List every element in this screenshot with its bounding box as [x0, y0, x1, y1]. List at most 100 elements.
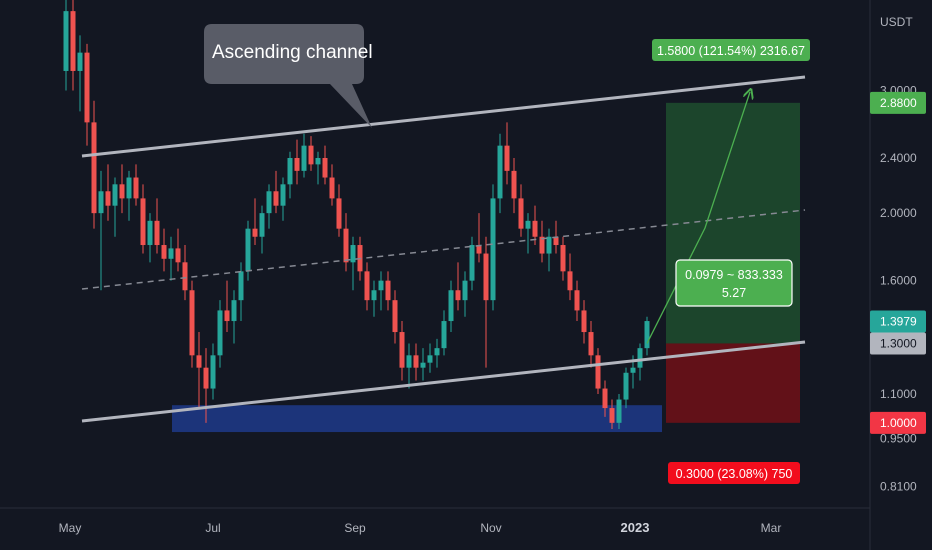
price-tick-label: 0.8100	[880, 480, 917, 494]
candle-body	[343, 228, 349, 263]
candle-body	[581, 310, 587, 333]
candle-body	[294, 158, 300, 171]
candle-body	[301, 145, 307, 171]
candle-body	[350, 245, 356, 263]
candle-body	[588, 332, 594, 356]
candle-body	[224, 310, 230, 322]
channel-midline[interactable]	[81, 209, 806, 290]
stop-label: 0.3000 (23.08%) 750	[676, 467, 793, 481]
candle-body	[392, 300, 398, 333]
candle-body	[168, 248, 174, 259]
callout-box	[204, 24, 372, 128]
candle-body	[378, 280, 384, 291]
candle-body	[189, 290, 195, 356]
candle-body	[476, 245, 482, 254]
candle-body	[539, 236, 545, 254]
candle-body	[336, 198, 342, 229]
candle-body	[147, 220, 153, 246]
stop-label-box	[668, 462, 800, 484]
candle-body	[140, 198, 146, 246]
candle-body	[203, 367, 209, 389]
candle-body	[161, 245, 167, 259]
channel-upper-line[interactable]	[81, 75, 806, 158]
candle-body	[315, 158, 321, 165]
candle-body	[399, 332, 405, 368]
candle-body	[497, 145, 503, 199]
time-tick-label: Jul	[205, 521, 220, 535]
price-tick-label: 0.9500	[880, 431, 917, 445]
stop-label-group: 0.3000 (23.08%) 750	[668, 462, 800, 484]
candle-body	[567, 271, 573, 291]
candle-body	[420, 362, 426, 368]
candle-body	[196, 355, 202, 368]
candle-body	[210, 355, 216, 389]
time-tick-label: Sep	[344, 521, 366, 535]
candle-body	[322, 158, 328, 178]
candle-body	[504, 145, 510, 171]
position-info-group: 0.0979 ~ 833.333 5.27	[675, 259, 793, 307]
candle-body	[623, 372, 629, 400]
candle-body	[483, 253, 489, 301]
ascending-channel-callout[interactable]: Ascending channel	[204, 24, 373, 128]
candle-body	[385, 280, 391, 301]
candle-body	[560, 245, 566, 272]
candle-body	[448, 290, 454, 322]
candle-body	[329, 177, 335, 199]
target-label: 1.5800 (121.54%) 2316.67	[657, 44, 805, 58]
price-tag	[870, 411, 926, 434]
candle-body	[259, 213, 265, 237]
candle-body	[602, 388, 608, 409]
candle-body	[231, 300, 237, 322]
candle-body	[84, 52, 90, 123]
price-tag-label: 1.3979	[880, 315, 917, 329]
candle-body	[644, 321, 650, 349]
candles-group	[63, 0, 650, 429]
candle-body	[441, 321, 447, 349]
candle-body	[77, 52, 83, 71]
candle-body	[245, 228, 251, 272]
candle-body	[217, 310, 223, 356]
candle-body	[574, 290, 580, 311]
time-axis[interactable]: May Jul Sep Nov 2023 Mar	[59, 520, 782, 535]
candle-body	[252, 228, 258, 237]
candle-body	[63, 11, 69, 71]
stop-loss-zone	[666, 343, 800, 423]
candle-body	[434, 348, 440, 356]
candle-body	[413, 355, 419, 368]
candle-body	[175, 248, 181, 263]
candle-body	[455, 290, 461, 301]
candle-body	[112, 184, 118, 206]
candle-body	[616, 399, 622, 423]
candle-body	[287, 158, 293, 185]
price-axis[interactable]: 3.00002.40002.00001.60001.10000.95000.81…	[880, 83, 917, 493]
candle-body	[532, 220, 538, 237]
time-tick-label: May	[59, 521, 82, 535]
candle-body	[469, 245, 475, 281]
target-label-group: 1.5800 (121.54%) 2316.67	[652, 39, 810, 61]
price-tick-label: 1.1000	[880, 387, 917, 401]
price-tags: 2.8800 1.3979 1.3000 1.0000	[870, 91, 926, 434]
position-info-line-1: 0.0979 ~ 833.333	[685, 268, 783, 282]
candle-body	[427, 355, 433, 363]
price-tag-label: 2.8800	[880, 96, 917, 110]
candle-body	[553, 236, 559, 246]
time-tick-label: 2023	[621, 520, 650, 535]
candle-body	[119, 184, 125, 199]
candle-body	[637, 348, 643, 368]
price-tag	[870, 91, 926, 114]
candle-body	[490, 198, 496, 301]
candle-body	[273, 191, 279, 206]
channel-lower-line[interactable]	[81, 340, 806, 423]
projection-arrow[interactable]	[646, 92, 750, 344]
demand-zone	[172, 405, 662, 433]
candle-body	[154, 220, 160, 246]
time-tick-label: Mar	[761, 521, 782, 535]
callout-label: Ascending channel	[212, 42, 373, 63]
candle-body	[546, 236, 552, 254]
candle-body	[371, 290, 377, 301]
candle-body	[308, 145, 314, 165]
candle-body	[609, 408, 615, 423]
candle-body	[595, 355, 601, 389]
candle-body	[280, 184, 286, 206]
